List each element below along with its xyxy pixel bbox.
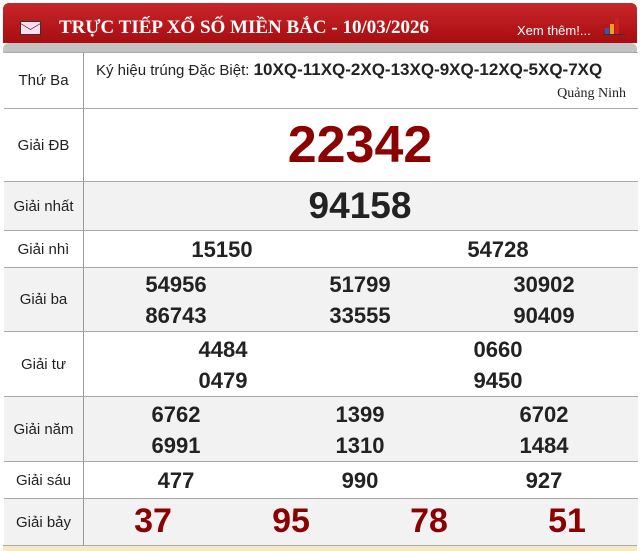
prize-number: 477 [157,468,195,493]
page-title: TRỰC TIẾP XỔ SỐ MIỀN BẮC - 10/03/2026 [59,17,430,38]
prize-number: 54956 [145,272,207,297]
prize-row-g7: Giải bảy 37 95 78 51 [4,498,638,545]
prize-number: 54728 [467,237,529,262]
prize-number: 1399 [335,402,385,427]
mail-icon [20,21,41,35]
prize-number: 51799 [329,272,391,297]
prize-label: Giải tư [4,332,84,396]
prize-row-g5: Giải năm 6762 1399 6702 6991 1310 1484 [4,396,638,461]
prize-row-db: Giải ĐB 22342 [4,108,638,181]
prize-row-g2: Giải nhì 15150 54728 [4,230,638,267]
symbol-text: Ký hiệu trúng Đặc Biệt: 10XQ-11XQ-2XQ-13… [96,58,626,83]
prize-label: Giải sáu [4,462,84,498]
prize-label: Giải ba [4,268,84,331]
prize-row-g3: Giải ba 54956 51799 30902 86743 33555 90… [4,267,638,331]
symbol-label: Ký hiệu trúng Đặc Biệt: [96,62,250,79]
symbol-codes: 10XQ-11XQ-2XQ-13XQ-9XQ-12XQ-5XQ-7XQ [253,60,603,79]
bar-chart-icon[interactable] [603,18,625,36]
header-divider [3,43,637,53]
prize-number: 51 [548,502,586,540]
prize-number: 90409 [513,303,575,328]
prize-number: 37 [134,502,172,540]
prize-row-g4: Giải tư 4484 0660 0479 9450 [4,331,638,396]
prize-number: 0660 [473,337,523,362]
loto-table-header [3,545,637,551]
prize-number: 6762 [151,402,201,427]
prize-number: 15150 [191,237,253,262]
prize-label: Giải bảy [4,499,84,545]
prize-number: 78 [410,502,448,540]
prize-number: 33555 [329,303,391,328]
prize-label: Giải nhì [4,231,84,267]
prize-label: Giải năm [4,397,84,461]
prize-number: 927 [525,468,563,493]
prize-number: 0479 [198,368,248,393]
prize-number: 94158 [308,185,412,226]
info-row: Thứ Ba Ký hiệu trúng Đặc Biệt: 10XQ-11XQ… [4,52,638,108]
prize-number: 1310 [335,433,385,458]
prize-row-g6: Giải sáu 477 990 927 [4,461,638,498]
prize-row-g1: Giải nhất 94158 [4,181,638,230]
prize-number: 30902 [513,272,575,297]
see-more-link[interactable]: Xem thêm!... [517,23,591,38]
prize-number: 6702 [519,402,569,427]
prize-number: 4484 [198,337,248,362]
prize-number: 86743 [145,303,207,328]
prize-number: 6991 [151,433,201,458]
header-bar: TRỰC TIẾP XỔ SỐ MIỀN BẮC - 10/03/2026 Xe… [3,3,637,43]
special-prize-number: 22342 [287,116,433,174]
prize-number: 990 [341,468,379,493]
prize-label: Giải ĐB [4,109,84,181]
day-label: Thứ Ba [4,53,84,108]
prize-number: 95 [272,502,310,540]
prize-number: 9450 [473,368,523,393]
prize-number: 1484 [519,433,569,458]
prize-label: Giải nhất [4,182,84,230]
province-label: Quảng Ninh [557,86,626,101]
